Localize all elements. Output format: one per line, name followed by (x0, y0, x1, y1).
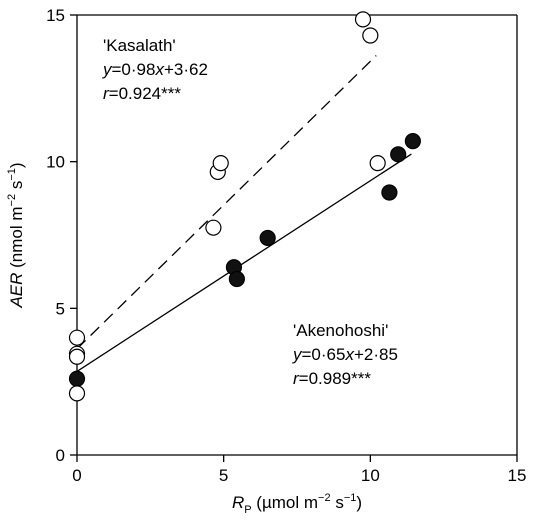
akenohoshi-r-value: r=0.989*** (293, 369, 371, 388)
fit-lines (76, 55, 412, 372)
data-point-series-0 (68, 348, 86, 365)
data-point-series-1 (381, 184, 398, 201)
y-tick-label: 15 (46, 6, 65, 25)
fit-line-series-0 (76, 55, 377, 350)
fit-line-series-1 (76, 153, 412, 372)
data-point-series-1 (68, 370, 86, 387)
akenohoshi-annotation: 'Akenohoshi' y=0·65x+2·85 r=0.989*** (292, 321, 398, 388)
x-tick-label: 5 (219, 466, 228, 485)
data-point-series-0 (369, 155, 386, 172)
data-point-series-0 (212, 155, 229, 172)
y-tick-label: 10 (46, 153, 65, 172)
data-point-series-0 (68, 329, 86, 346)
data-point-series-0 (354, 11, 372, 28)
kasalath-equation: y=0·98x+3·62 (102, 60, 208, 79)
y-tick-label: 0 (56, 446, 65, 465)
kasalath-annotation: 'Kasalath' y=0·98x+3·62 r=0.924*** (102, 36, 208, 103)
kasalath-label: 'Kasalath' (103, 36, 176, 55)
data-point-series-0 (68, 385, 86, 402)
data-point-series-1 (228, 270, 245, 288)
kasalath-r-value: r=0.924*** (103, 84, 181, 103)
akenohoshi-equation: y=0·65x+2·85 (292, 345, 398, 364)
x-tick-label: 10 (361, 466, 380, 485)
data-point-series-0 (205, 219, 222, 236)
data-point-series-0 (362, 27, 379, 44)
x-tick-label: 15 (508, 466, 527, 485)
data-point-series-1 (259, 229, 276, 247)
y-axis-title: AER (nmol m−2 s−1) (6, 162, 26, 308)
data-point-series-1 (390, 146, 407, 163)
y-tick-label: 5 (56, 299, 65, 318)
data-points (68, 11, 421, 402)
data-point-series-1 (404, 133, 421, 150)
x-axis-title: RP (µmol m−2 s−1) (232, 492, 362, 516)
x-tick-label: 0 (72, 466, 81, 485)
axis-ticks: 0 5 10 15 0 5 10 15 (46, 6, 526, 485)
akenohoshi-label: 'Akenohoshi' (293, 321, 388, 340)
